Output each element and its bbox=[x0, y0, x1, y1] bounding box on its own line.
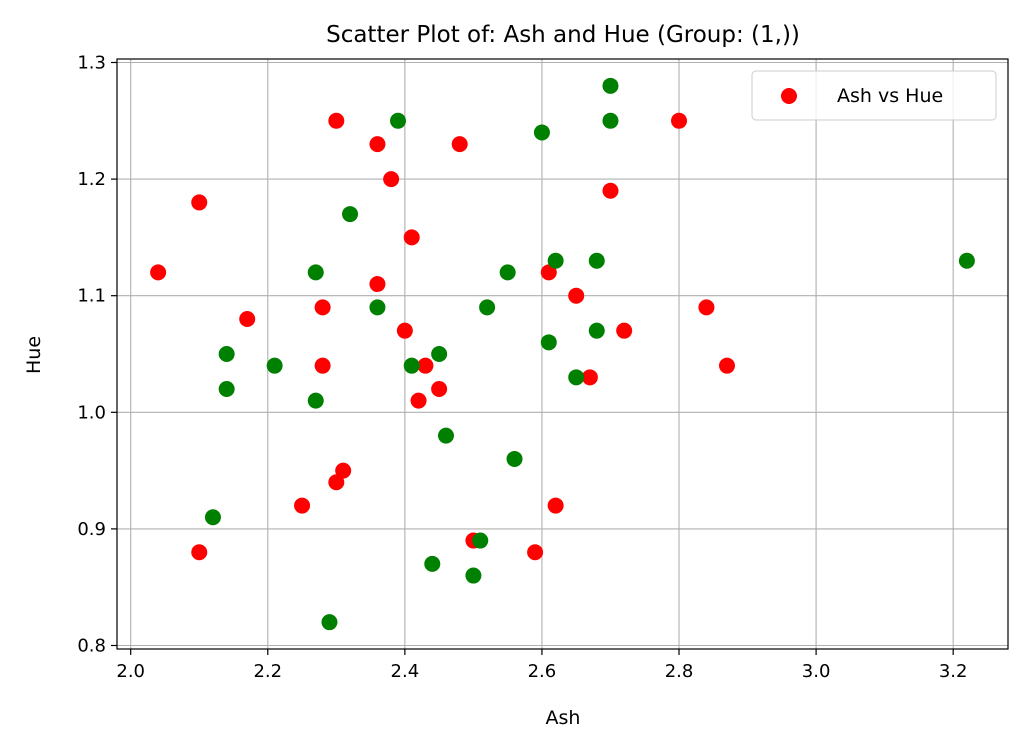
x-tick-label: 2.8 bbox=[665, 661, 694, 682]
data-point bbox=[588, 252, 605, 269]
data-point bbox=[451, 136, 468, 153]
data-point bbox=[403, 229, 420, 246]
x-tick-label: 2.4 bbox=[391, 661, 420, 682]
x-tick-label: 2.0 bbox=[116, 661, 145, 682]
data-point bbox=[718, 357, 735, 374]
data-point bbox=[417, 357, 434, 374]
y-tick-label: 0.8 bbox=[77, 636, 106, 657]
data-point bbox=[294, 497, 311, 514]
data-point bbox=[403, 357, 420, 374]
data-point bbox=[499, 264, 516, 281]
data-point bbox=[506, 450, 523, 467]
legend-label: Ash vs Hue bbox=[837, 85, 943, 107]
axis-ticks: 2.0 2.2 2.4 2.6 2.8 3.0 3.2 0.8 0.9 1.0 1.1 1.2 1.3 bbox=[77, 52, 967, 682]
data-point bbox=[568, 287, 585, 304]
data-point bbox=[540, 264, 557, 281]
chart-title: Scatter Plot of: Ash and Hue (Group: (1,… bbox=[326, 22, 800, 48]
data-point bbox=[602, 77, 619, 94]
data-point bbox=[958, 252, 975, 269]
data-point bbox=[540, 334, 557, 351]
x-tick-label: 2.2 bbox=[253, 661, 282, 682]
data-point bbox=[479, 299, 496, 316]
data-point bbox=[307, 392, 324, 409]
y-axis-label: Hue bbox=[23, 336, 45, 374]
data-point bbox=[410, 392, 427, 409]
y-tick-label: 0.9 bbox=[77, 519, 106, 540]
y-tick-label: 1.0 bbox=[77, 402, 106, 423]
data-point bbox=[602, 182, 619, 199]
data-point bbox=[568, 369, 585, 386]
data-point bbox=[314, 357, 331, 374]
data-point bbox=[218, 380, 235, 397]
data-point bbox=[335, 462, 352, 479]
data-point bbox=[390, 112, 407, 129]
legend-marker bbox=[781, 88, 797, 104]
data-point bbox=[191, 194, 208, 211]
legend-box bbox=[751, 70, 997, 121]
plot-frame bbox=[116, 58, 1009, 650]
data-point bbox=[424, 555, 441, 572]
data-point bbox=[616, 322, 633, 339]
data-point bbox=[204, 509, 221, 526]
x-tick-label: 3.2 bbox=[939, 661, 968, 682]
legend: Ash vs Hue bbox=[751, 70, 997, 121]
data-point bbox=[328, 112, 345, 129]
data-points bbox=[150, 77, 975, 631]
x-tick-label: 3.0 bbox=[802, 661, 831, 682]
y-tick-label: 1.3 bbox=[77, 52, 106, 73]
data-point bbox=[191, 544, 208, 561]
data-point bbox=[383, 171, 400, 188]
y-tick-label: 1.1 bbox=[77, 286, 106, 307]
data-point bbox=[150, 264, 167, 281]
data-point bbox=[239, 311, 256, 328]
x-tick-label: 2.6 bbox=[528, 661, 557, 682]
data-point bbox=[307, 264, 324, 281]
data-point bbox=[472, 532, 489, 549]
data-point bbox=[431, 346, 448, 362]
data-point bbox=[547, 497, 564, 514]
data-point bbox=[431, 380, 448, 397]
grid bbox=[117, 59, 1008, 649]
y-tick-label: 1.2 bbox=[77, 169, 106, 190]
data-point bbox=[602, 112, 619, 129]
data-point bbox=[369, 136, 386, 153]
data-point bbox=[369, 276, 386, 293]
data-point bbox=[527, 544, 544, 561]
x-axis-label: Ash bbox=[546, 707, 581, 729]
data-point bbox=[437, 427, 454, 444]
data-point bbox=[698, 299, 715, 316]
data-point bbox=[369, 299, 386, 316]
data-point bbox=[581, 369, 598, 386]
data-point bbox=[328, 474, 345, 491]
data-point bbox=[314, 299, 331, 316]
data-point bbox=[533, 124, 550, 141]
data-point bbox=[671, 112, 688, 129]
data-point bbox=[547, 252, 564, 269]
data-point bbox=[266, 357, 283, 374]
data-point bbox=[342, 206, 359, 223]
data-point bbox=[465, 567, 482, 584]
data-point bbox=[396, 322, 413, 339]
data-point bbox=[588, 322, 605, 339]
data-point bbox=[321, 614, 338, 631]
data-point bbox=[218, 346, 235, 362]
